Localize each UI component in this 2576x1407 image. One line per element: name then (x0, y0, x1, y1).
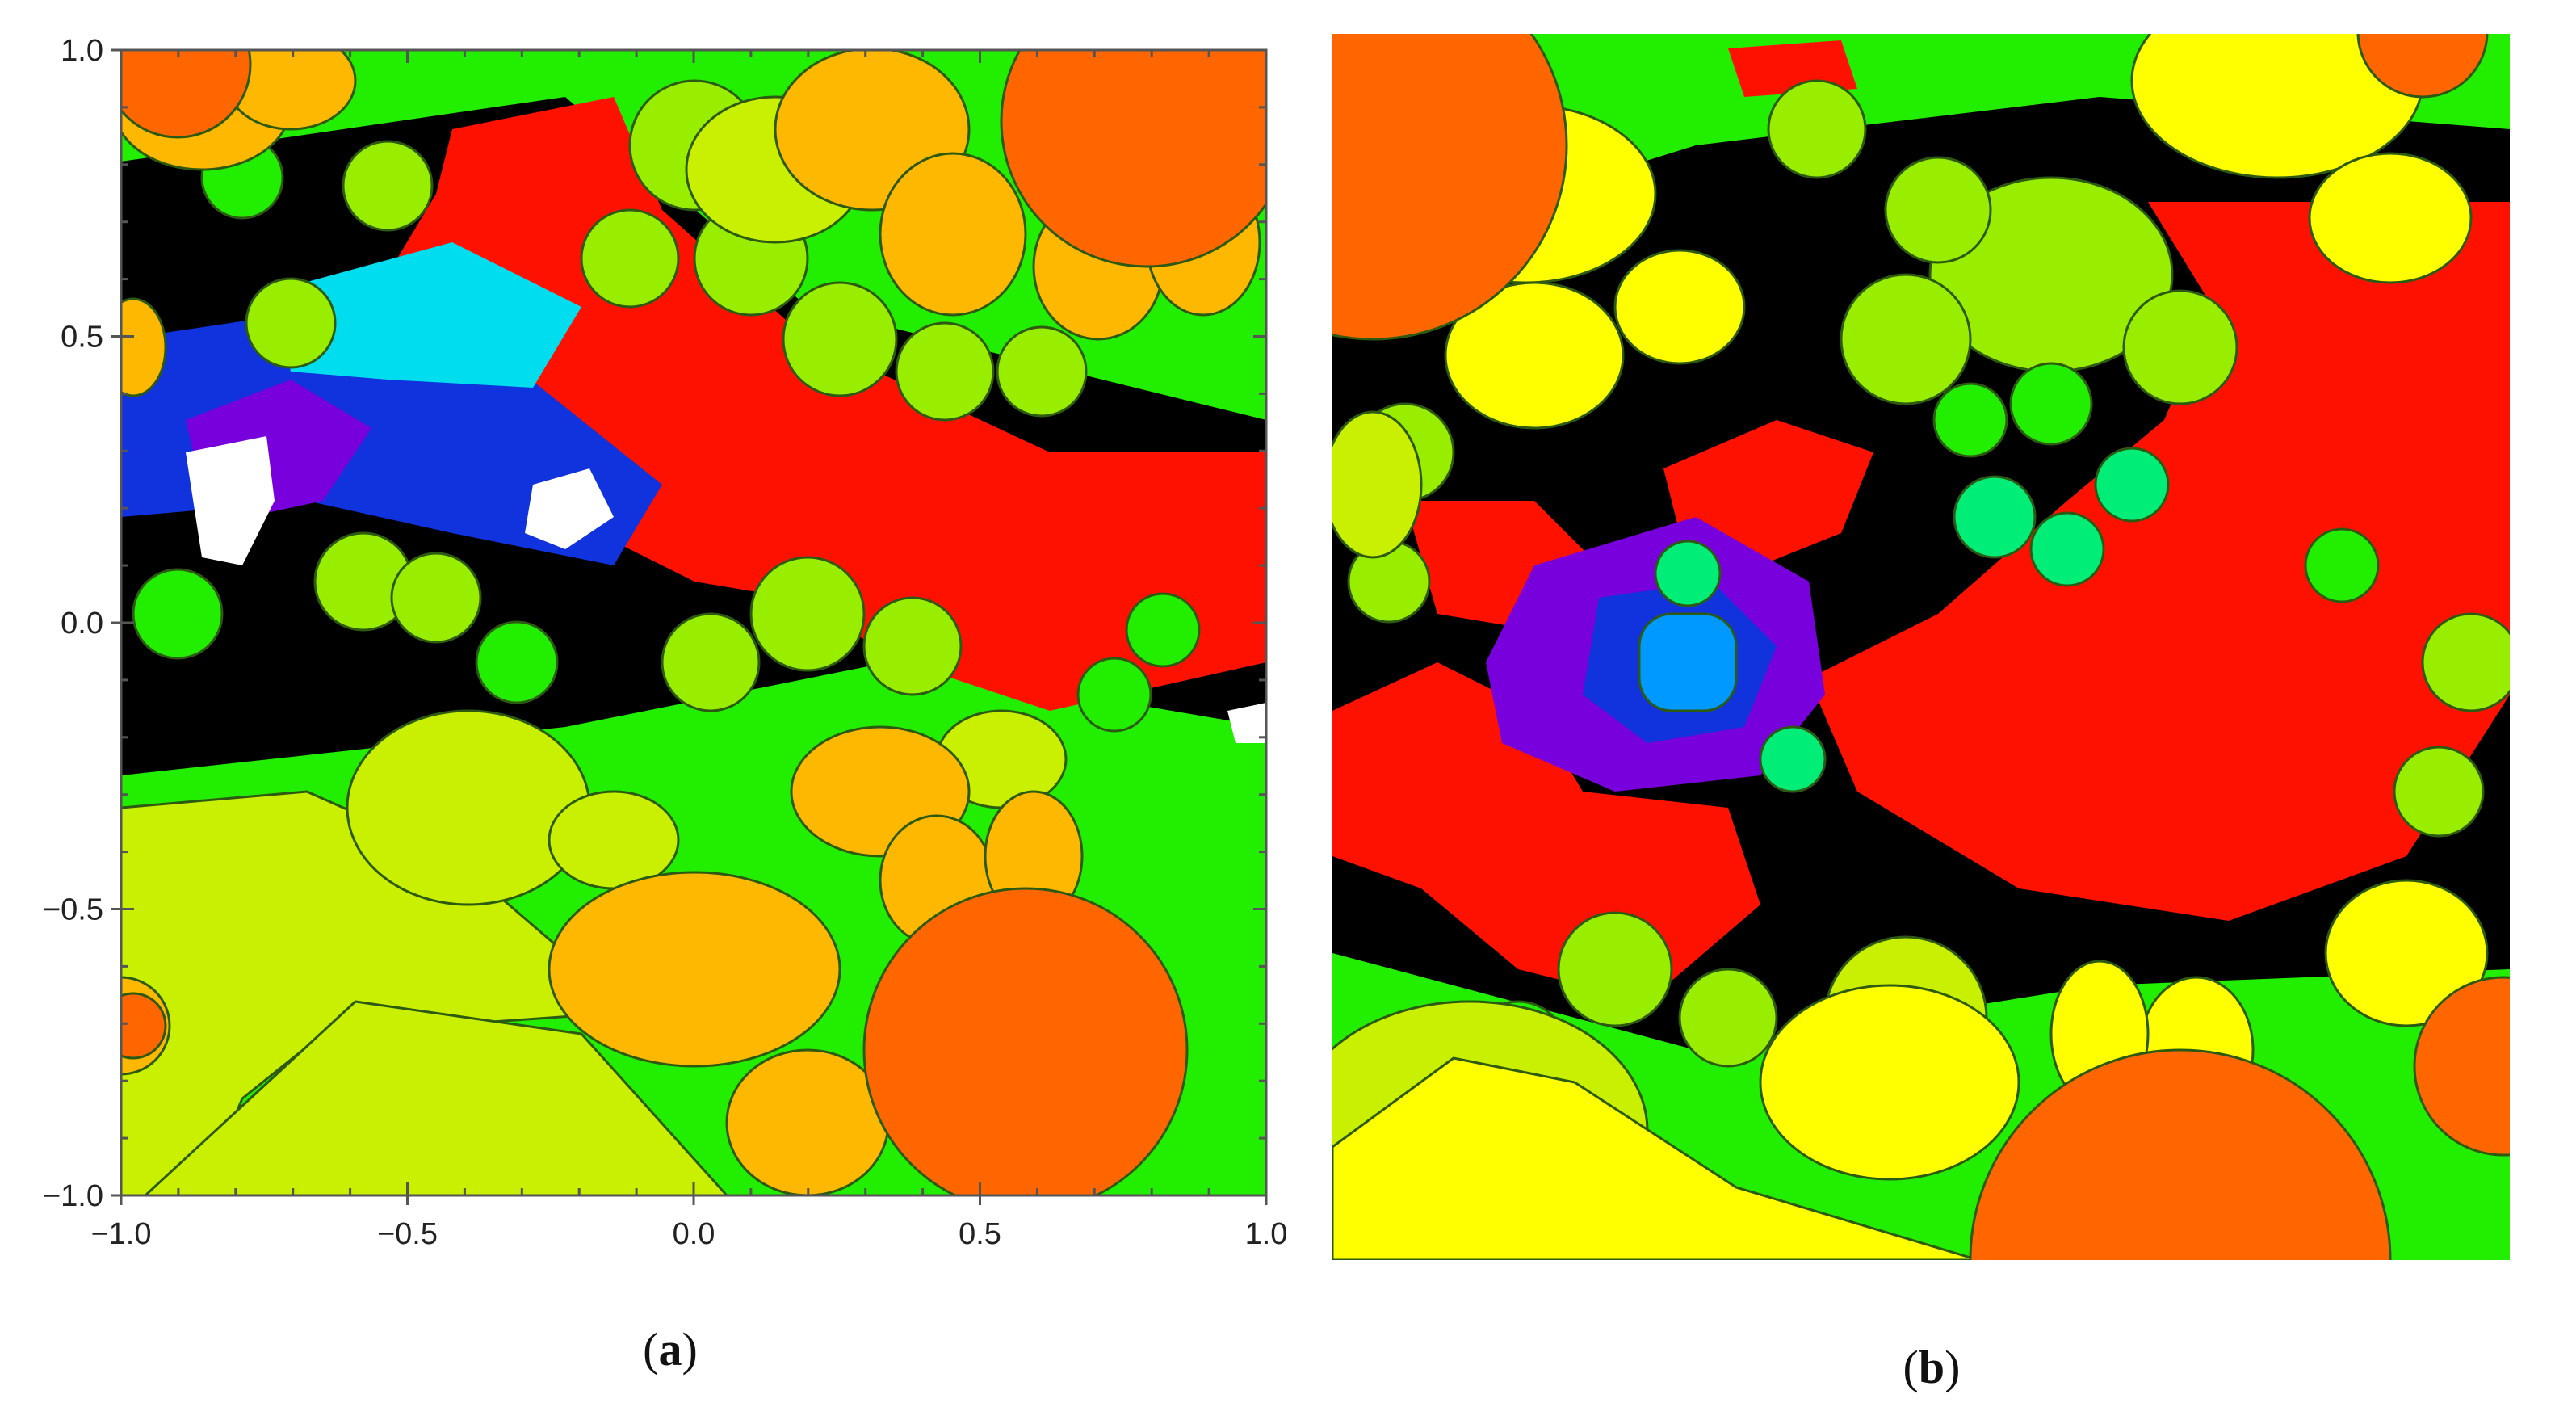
y-tick-label: 0.0 (61, 607, 103, 640)
x-tick-label: 1.0 (1245, 1217, 1288, 1251)
x-tick-label: −0.5 (377, 1217, 438, 1251)
y-tick-label: 0.5 (61, 321, 103, 355)
x-tick-label: 0.5 (959, 1217, 1001, 1251)
panel-a: −1.0 −0.5 0.0 0.5 1.0 1.0 0.5 0.0 −0.5 −1.0 (a) (43, 34, 1287, 1376)
x-tick-label: 0.0 (673, 1217, 715, 1251)
y-tick-label: 1.0 (61, 34, 103, 68)
panel-b-caption: (b) (1903, 1341, 1961, 1393)
panel-b: (b) (1332, 34, 2510, 1393)
svg-text:(a): (a) (643, 1323, 698, 1376)
y-tick-label: −1.0 (43, 1179, 103, 1213)
x-tick-label: −1.0 (90, 1217, 151, 1251)
y-tick-label: −0.5 (43, 893, 103, 927)
panel-a-fractal-image (121, 50, 1266, 1195)
panel-a-caption: (a) (643, 1323, 698, 1376)
panel-a-axes: −1.0 −0.5 0.0 0.5 1.0 1.0 0.5 0.0 −0.5 −1.0 (43, 34, 1287, 1251)
svg-text:(b): (b) (1903, 1341, 1961, 1393)
panel-b-fractal-image (1332, 34, 2510, 1260)
